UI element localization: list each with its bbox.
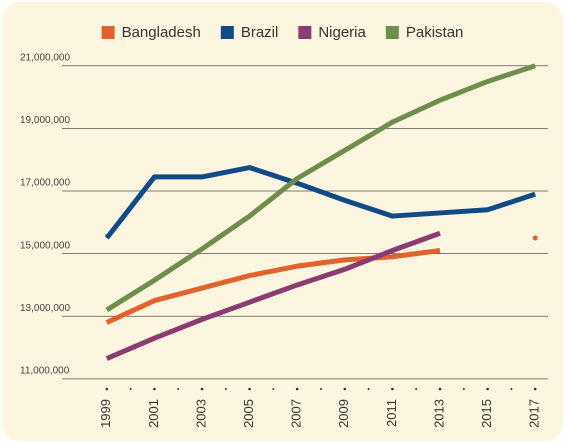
x-tick-label: 2007 [289,399,304,428]
x-tick [295,387,299,391]
legend-swatch [385,26,399,39]
x-tick [438,387,442,391]
line-series [104,165,536,240]
x-minor-tick [129,388,132,390]
legend-label: Pakistan [406,24,464,41]
legend-swatch [220,26,234,39]
legend-swatch [298,26,312,39]
y-tick-label: 15,000,000 [20,240,70,251]
y-tick-label: 19,000,000 [20,115,70,126]
x-minor-tick [510,388,513,390]
legend-label: Bangladesh [122,24,201,41]
x-tick-label: 2009 [336,399,351,428]
x-tick-label: 1999 [98,399,113,428]
x-tick-label: 2005 [241,399,256,428]
x-minor-tick [177,388,180,390]
x-tick [248,387,251,391]
x-tick [343,387,347,391]
x-tick-label: 2011 [384,399,399,427]
x-minor-tick [367,388,370,390]
x-tick-label: 2017 [527,399,542,428]
legend-swatch [101,26,115,39]
legend-label: Nigeria [318,24,366,41]
x-minor-tick [224,388,227,390]
x-minor-tick [272,388,275,390]
x-tick [391,387,394,391]
y-tick-label: 17,000,000 [20,178,70,189]
x-minor-tick [462,388,465,390]
x-tick [200,387,204,391]
legend-label: Brazil [241,24,279,41]
x-tick-label: 2001 [146,399,161,428]
line-series [105,248,441,325]
x-tick-label: 2003 [193,399,208,428]
y-tick-label: 13,000,000 [20,303,70,314]
x-tick [533,387,537,391]
x-tick [105,387,109,391]
x-minor-tick [415,388,418,390]
x-tick-label: 2015 [479,399,494,428]
line-point [532,235,538,241]
x-tick-label: 2013 [431,399,446,428]
x-minor-tick [320,388,322,390]
x-tick [486,387,489,391]
line-series [105,63,536,313]
line-series [105,230,441,361]
x-tick [153,387,156,391]
y-tick-label: 21,000,000 [20,52,70,63]
y-tick-label: 11,000,000 [20,366,70,377]
